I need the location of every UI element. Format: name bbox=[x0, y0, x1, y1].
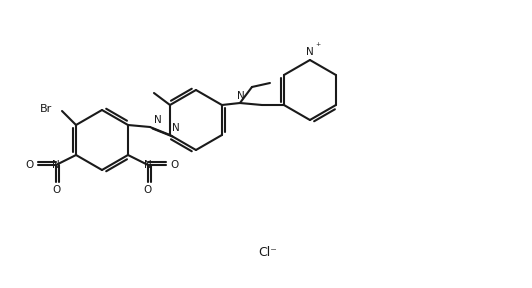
Text: N: N bbox=[52, 160, 60, 170]
Text: Br: Br bbox=[40, 104, 52, 114]
Text: O: O bbox=[25, 160, 33, 170]
Text: Cl⁻: Cl⁻ bbox=[259, 247, 277, 259]
Text: O: O bbox=[171, 160, 179, 170]
Text: ⁺: ⁺ bbox=[315, 42, 321, 52]
Text: N: N bbox=[306, 47, 314, 57]
Text: O: O bbox=[144, 185, 152, 195]
Text: O: O bbox=[52, 185, 60, 195]
Text: N: N bbox=[144, 160, 152, 170]
Text: N: N bbox=[154, 115, 162, 125]
Text: N: N bbox=[172, 123, 180, 133]
Text: N: N bbox=[237, 91, 245, 101]
